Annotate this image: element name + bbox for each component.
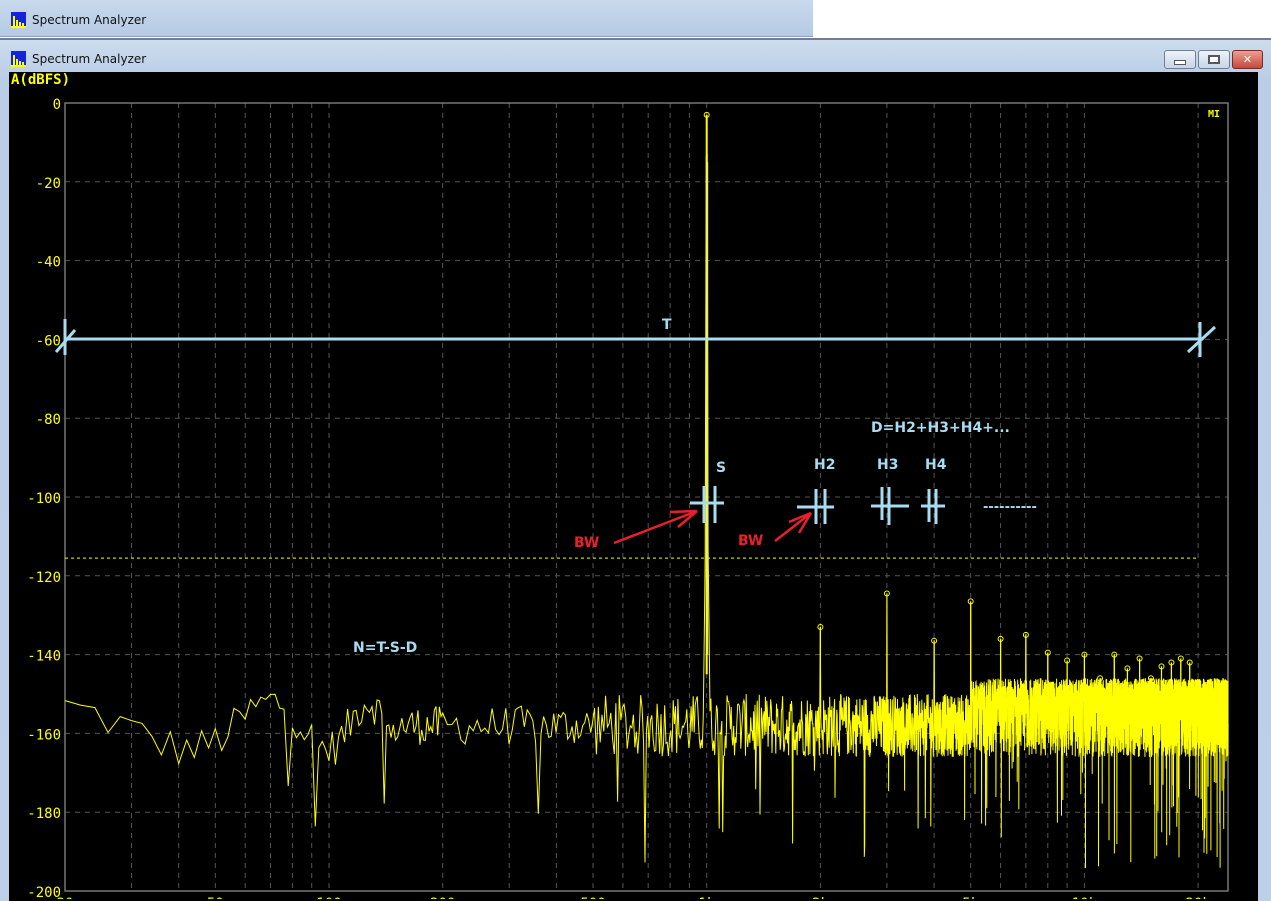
x-tick-label: 500 [580, 896, 605, 899]
x-tick-label: 10k [1072, 896, 1098, 899]
x-tick-label: 2k [812, 896, 829, 899]
x-tick-label: 200 [430, 896, 455, 899]
fundamental-marker [703, 111, 710, 118]
y-tick-label: -180 [27, 806, 61, 822]
h2-label: H2 [814, 457, 835, 473]
harmonic-10-marker [1081, 651, 1088, 658]
total-label: T [662, 317, 672, 333]
y-tick-label: -40 [36, 255, 61, 271]
y-tick-label: -120 [27, 570, 61, 586]
harmonic-9-marker [1064, 657, 1071, 664]
window-title: Spectrum Analyzer [32, 52, 147, 66]
harmonic-17-marker [1168, 659, 1175, 666]
bw-arrow-h2 [774, 511, 813, 542]
h4-bw-marker [921, 489, 945, 524]
x-tick-label: 1k [698, 896, 715, 899]
background-window-titlebar[interactable]: Spectrum Analyzer [0, 0, 813, 37]
harmonic-11-marker [1097, 675, 1104, 682]
x-tick-label: 100 [316, 896, 341, 899]
x-tick-label: 20 [57, 896, 74, 899]
h3-bw-marker [871, 487, 909, 525]
plot-area[interactable] [9, 72, 1258, 901]
background-window-title: Spectrum Analyzer [32, 13, 147, 27]
y-tick-label: -200 [27, 885, 61, 899]
y-axis-label: A(dBFS) [11, 72, 70, 88]
more-harmonics-dashes: ---------- [983, 500, 1037, 515]
harmonic-3-marker [883, 590, 890, 597]
h2-bw-marker [797, 489, 834, 524]
plot-frame [64, 102, 1229, 892]
y-tick-label: -80 [36, 412, 61, 428]
y-tick-label: -160 [27, 727, 61, 743]
y-tick-label: 0 [53, 97, 61, 113]
harmonic-12-marker [1111, 651, 1118, 658]
y-tick-label: -100 [27, 491, 61, 507]
signal-label: S [716, 460, 726, 476]
x-tick-label: 5k [962, 896, 979, 899]
spectrum-analyzer-window: Spectrum Analyzer ✕ [0, 38, 1271, 901]
harmonic-8-marker [1044, 649, 1051, 656]
y-tick-label: -60 [36, 333, 61, 349]
harmonic-16-marker [1158, 663, 1165, 670]
bw-label-h2: BW [738, 533, 763, 549]
window-titlebar[interactable]: Spectrum Analyzer [11, 51, 146, 67]
x-tick-label: 20k [1185, 896, 1211, 899]
bw-label-signal: BW [574, 535, 599, 551]
harmonic-15-marker [1147, 675, 1154, 682]
y-tick-label: -20 [36, 176, 61, 192]
bw-arrow-signal [613, 509, 698, 545]
h3-label: H3 [877, 457, 898, 473]
harmonic-7-marker [1022, 631, 1029, 638]
spectrum-bars-icon [11, 12, 26, 28]
harmonic-4-marker [931, 637, 938, 644]
minimize-button[interactable] [1164, 50, 1196, 69]
corner-badge[interactable]: MI [1208, 109, 1220, 120]
harmonic-5-marker [967, 598, 974, 605]
harmonic-6-marker [997, 635, 1004, 642]
close-button[interactable]: ✕ [1232, 50, 1263, 69]
spectrum-trace [64, 153, 1229, 869]
x-tick-label: 50 [207, 896, 224, 899]
maximize-button[interactable] [1198, 50, 1230, 69]
distortion-formula: D=H2+H3+H4+... [871, 420, 1010, 436]
spectrum-bars-icon [11, 51, 26, 67]
noise-formula: N=T-S-D [353, 640, 417, 656]
signal-bw-marker [690, 486, 724, 523]
harmonic-14-marker [1136, 655, 1143, 662]
harmonic-18-marker [1177, 655, 1184, 662]
harmonic-2-marker [817, 624, 824, 631]
h4-label: H4 [925, 457, 947, 473]
y-tick-label: -140 [27, 649, 61, 665]
harmonic-19-marker [1186, 659, 1193, 666]
minimize-icon [1174, 59, 1186, 65]
harmonic-13-marker [1124, 665, 1131, 672]
close-icon: ✕ [1242, 53, 1253, 66]
maximize-icon [1208, 55, 1220, 64]
